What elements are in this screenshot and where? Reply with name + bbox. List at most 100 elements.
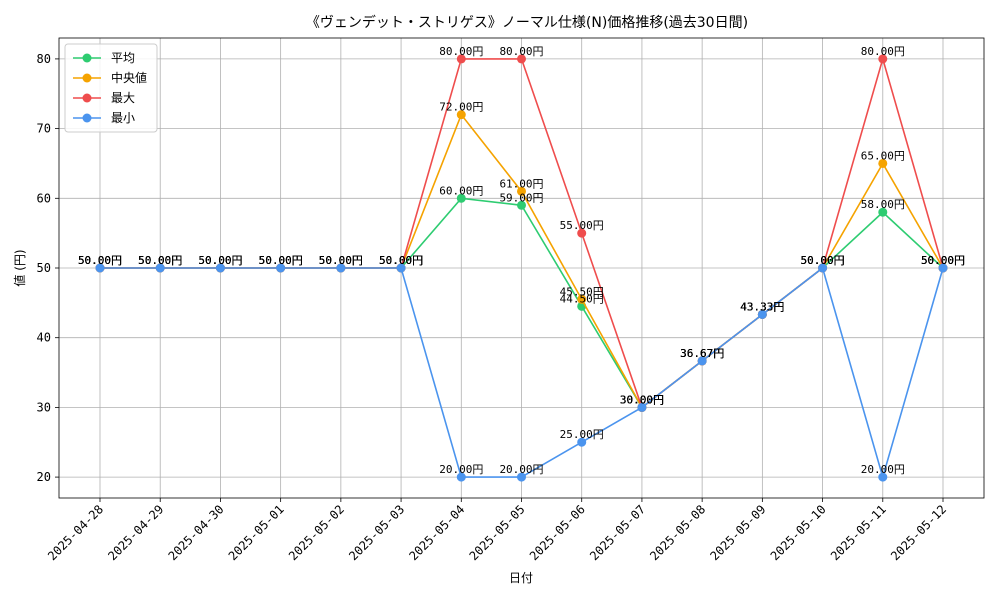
data-label: 50.00円 xyxy=(259,254,303,267)
data-label: 43.33円 xyxy=(740,300,784,313)
data-label: 50.00円 xyxy=(319,254,363,267)
legend-marker xyxy=(82,113,92,123)
data-label: 45.50円 xyxy=(560,285,604,298)
data-label: 50.00円 xyxy=(138,254,182,267)
data-point xyxy=(818,263,828,273)
x-tick-label: 2025-05-01 xyxy=(226,502,287,563)
data-point xyxy=(456,110,466,120)
data-label: 30.00円 xyxy=(620,393,664,406)
data-label: 30.00円 xyxy=(620,393,664,406)
data-point xyxy=(878,207,888,217)
data-label: 80.00円 xyxy=(439,45,483,58)
data-label: 36.67円 xyxy=(680,347,724,360)
x-tick-label: 2025-05-03 xyxy=(346,502,407,563)
data-label: 50.00円 xyxy=(78,254,122,267)
data-label: 30.00円 xyxy=(620,393,664,406)
data-label: 80.00円 xyxy=(861,45,905,58)
data-point xyxy=(396,263,406,273)
x-tick-label: 2025-05-02 xyxy=(286,502,347,563)
data-label: 44.50円 xyxy=(560,292,604,305)
data-point xyxy=(577,228,587,238)
data-point xyxy=(456,54,466,64)
data-point xyxy=(878,472,888,482)
data-label: 50.00円 xyxy=(259,254,303,267)
data-label: 72.00円 xyxy=(439,101,483,114)
data-label: 36.67円 xyxy=(680,347,724,360)
data-label: 50.00円 xyxy=(801,254,845,267)
data-label: 50.00円 xyxy=(379,254,423,267)
y-tick-label: 80 xyxy=(37,52,51,66)
data-label: 30.00円 xyxy=(620,393,664,406)
data-label: 50.00円 xyxy=(198,254,242,267)
legend-box xyxy=(64,43,158,133)
x-tick-label: 2025-05-12 xyxy=(888,502,949,563)
data-point xyxy=(215,263,225,273)
data-label: 60.00円 xyxy=(439,184,483,197)
data-point xyxy=(517,472,526,482)
data-label: 50.00円 xyxy=(319,254,363,267)
y-tick-label: 60 xyxy=(37,191,51,205)
data-labels: 50.00円 50.00円 50.00円 50.00円 50.00円 50.00円 60.0… xyxy=(78,45,965,476)
legend-label: 平均 xyxy=(111,51,135,65)
data-label: 50.00円 xyxy=(198,254,242,267)
data-label: 50.00円 xyxy=(379,254,423,267)
data-label: 43.33円 xyxy=(740,300,784,313)
x-tick-label: 2025-05-04 xyxy=(406,502,467,563)
data-label: 55.00円 xyxy=(560,219,604,232)
data-point xyxy=(517,200,526,210)
data-label: 50.00円 xyxy=(921,254,965,267)
data-label: 50.00円 xyxy=(379,254,423,267)
data-label: 50.00円 xyxy=(78,254,122,267)
data-label: 50.00円 xyxy=(138,254,182,267)
y-tick-label: 30 xyxy=(37,400,51,414)
data-label: 50.00円 xyxy=(921,254,965,267)
data-point xyxy=(938,263,948,273)
data-label: 58.00円 xyxy=(861,198,905,211)
legend-marker xyxy=(82,93,92,103)
legend-item: 平均 xyxy=(73,51,135,65)
x-tick-label: 2025-05-11 xyxy=(828,502,889,563)
data-label: 50.00円 xyxy=(921,254,965,267)
x-tick-label: 2025-05-07 xyxy=(587,502,648,563)
data-label: 80.00円 xyxy=(499,45,543,58)
x-tick-label: 2025-04-29 xyxy=(105,502,166,563)
data-label: 20.00円 xyxy=(861,463,905,476)
data-label: 25.00円 xyxy=(560,428,604,441)
x-tick-label: 2025-05-09 xyxy=(707,502,768,563)
data-label: 36.67円 xyxy=(680,347,724,360)
data-label: 50.00円 xyxy=(198,254,242,267)
data-label: 59.00円 xyxy=(499,191,543,204)
data-label: 43.33円 xyxy=(740,300,784,313)
data-label: 50.00円 xyxy=(78,254,122,267)
data-label: 20.00円 xyxy=(499,463,543,476)
y-tick-label: 40 xyxy=(37,331,51,345)
data-point xyxy=(336,263,346,273)
data-label: 50.00円 xyxy=(801,254,845,267)
data-label: 50.00円 xyxy=(801,254,845,267)
data-label: 50.00円 xyxy=(138,254,182,267)
data-point xyxy=(456,472,466,482)
data-point xyxy=(95,263,105,273)
data-point xyxy=(456,193,466,203)
legend-marker xyxy=(82,73,92,83)
series-lines xyxy=(95,54,948,482)
y-tick-label: 20 xyxy=(37,470,51,484)
data-label: 50.00円 xyxy=(319,254,363,267)
data-label: 50.00円 xyxy=(138,254,182,267)
data-label: 50.00円 xyxy=(259,254,303,267)
series-group xyxy=(95,263,948,482)
data-label: 43.33円 xyxy=(740,300,784,313)
data-point xyxy=(577,437,587,447)
data-label: 50.00円 xyxy=(78,254,122,267)
data-point xyxy=(637,402,647,412)
y-axis-title: 値 (円) xyxy=(12,249,27,286)
legend-label: 最小 xyxy=(111,111,135,125)
x-tick-label: 2025-04-30 xyxy=(166,502,227,563)
legend-label: 中央値 xyxy=(111,70,147,85)
data-point xyxy=(697,356,707,366)
legend-item: 最小 xyxy=(73,111,135,125)
data-point xyxy=(517,54,526,64)
data-label: 50.00円 xyxy=(801,254,845,267)
